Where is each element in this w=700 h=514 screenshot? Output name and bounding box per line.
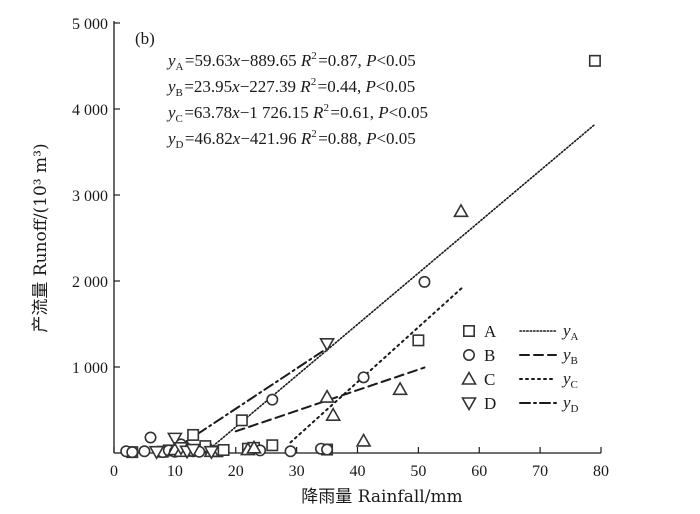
data-point-D [148,445,165,460]
y-tick-label: 4 000 [72,102,108,119]
legend-fit-label-B: yB [561,345,579,367]
legend-label-A: A [484,322,497,341]
x-tick-label: 40 [350,463,366,480]
legend-marker-A [462,324,475,337]
data-point-D [319,337,335,352]
data-point-B [418,275,431,288]
data-point-C [355,432,372,447]
x-tick-label: 70 [532,463,548,480]
legend-label-B: B [484,346,495,365]
y-tick-label: 5 000 [72,16,108,33]
legend-label-C: C [484,370,495,389]
y-axis-title: 产流量 Runoff/(10³ m³) [31,143,51,332]
data-point-B [284,445,297,458]
x-tick-label: 50 [410,463,426,480]
data-point-C [392,381,408,396]
data-point-D [167,432,183,447]
regression-equation: yA =59.63x−889.65 R2 =0.87, P<0.05 [166,50,416,73]
legend-fit-label-A: yA [561,321,580,343]
x-axis-ticks: 0 10 20 30 40 50 60 70 80 [110,447,609,480]
data-point-A [217,443,230,456]
legend-marker-D [461,397,477,412]
data-point-D [185,443,202,458]
x-axis-title: 降雨量 Rainfall/mm [301,487,462,507]
panel-label: (b) [135,29,155,48]
legend-marker-B [462,348,475,361]
legend-marker-C [461,370,477,385]
data-point-B [126,446,139,459]
data-point-B [138,445,151,458]
data-point-C [246,439,262,454]
data-point-C [325,407,342,421]
fit-line-D [179,347,329,446]
data-point-A [187,428,200,441]
fit-lines [179,123,596,454]
legend-label-D: D [484,394,496,413]
y-tick-label: 2 000 [72,274,108,291]
y-tick-label: 1 000 [72,360,108,377]
data-point-A [235,414,248,427]
x-tick-label: 30 [289,463,305,480]
x-tick-label: 0 [110,463,118,480]
regression-equation: yD =46.82x−421.96 R2 =0.88, P<0.05 [166,128,416,151]
data-point-C [319,388,335,403]
data-point-A [588,54,601,67]
data-point-A [266,439,279,452]
data-point-B [357,371,370,384]
fit-line-C [289,285,466,444]
y-tick-label: 3 000 [72,188,108,205]
data-point-B [321,443,334,456]
regression-equation: yC =63.78x−1 726.15 R2 =0.61, P<0.05 [166,102,428,125]
x-tick-label: 20 [228,463,244,480]
data-points [120,54,601,460]
x-tick-label: 80 [593,463,609,480]
data-point-A [412,334,425,347]
x-tick-label: 60 [471,463,487,480]
regression-equation: yB =23.95x−227.39 R2 =0.44, P<0.05 [166,76,415,99]
y-axis-ticks: 1 000 2 000 3 000 4 000 5 000 [72,16,120,377]
regression-equations: yA =59.63x−889.65 R2 =0.87, P<0.05 yB =23… [166,50,428,151]
data-point-B [266,393,279,406]
legend-fit-label-D: yD [561,393,580,415]
x-tick-label: 10 [167,463,183,480]
data-point-D [203,445,220,460]
data-point-B [144,431,157,444]
data-point-C [453,203,469,218]
legend-fit-label-C: yC [561,369,579,391]
